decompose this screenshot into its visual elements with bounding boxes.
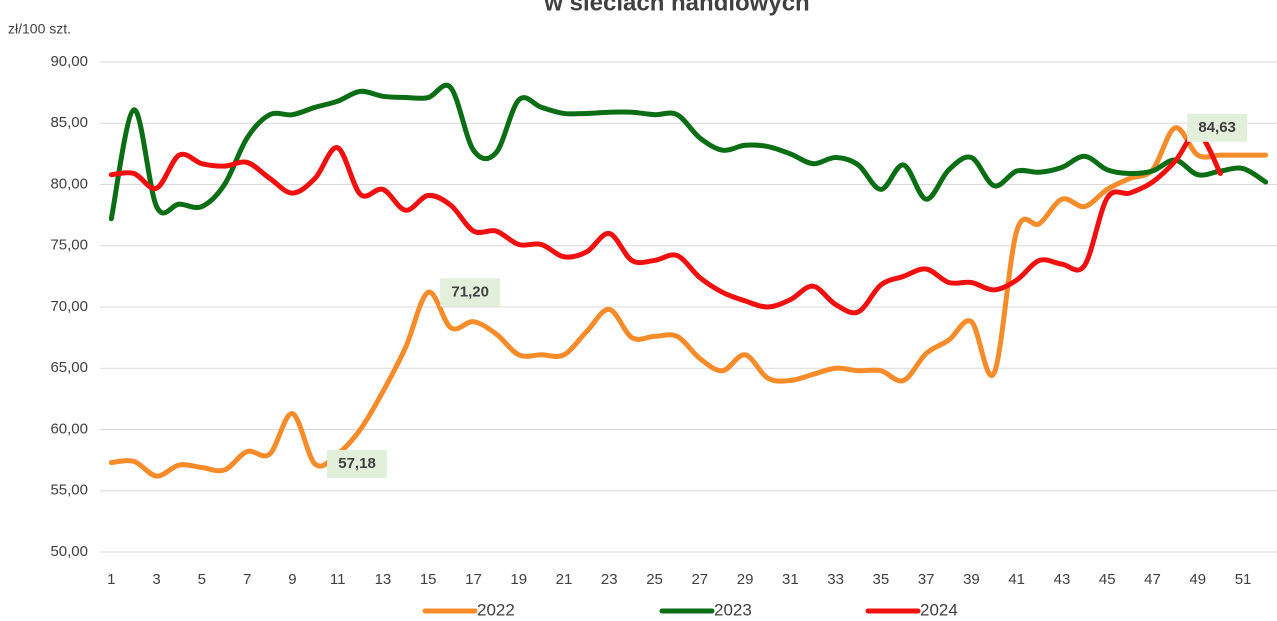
chart-title: w sieciach handlowych [543,0,809,16]
y-tick-label: 65,00 [50,359,88,376]
y-tick-label: 90,00 [50,53,88,70]
x-tick-label: 5 [198,571,206,588]
y-tick-label: 85,00 [50,114,88,131]
y-tick-label: 70,00 [50,298,88,315]
data-label-box [327,450,388,479]
x-tick-label: 21 [556,571,573,588]
series-line [108,82,1269,222]
x-tick-label: 39 [963,571,980,588]
data-label: 84,63 [1198,119,1236,136]
x-tick-label: 1 [107,571,115,588]
series-line [108,125,1269,479]
legend-label: 2024 [920,600,958,619]
y-tick-label: 75,00 [50,237,88,254]
series-line [108,130,1223,316]
data-label-box [440,278,501,307]
x-tick-label: 19 [510,571,527,588]
x-tick-label: 27 [691,571,708,588]
y-tick-label: 60,00 [50,420,88,437]
y-tick-label: 55,00 [50,482,88,499]
x-tick-label: 23 [601,571,618,588]
x-tick-label: 9 [288,571,296,588]
x-tick-label: 47 [1144,571,1161,588]
x-tick-label: 17 [465,571,482,588]
x-tick-label: 29 [737,571,754,588]
x-tick-label: 51 [1235,571,1252,588]
x-tick-label: 11 [330,571,346,588]
x-tick-label: 13 [375,571,392,588]
legend-label: 2022 [477,600,515,619]
x-tick-label: 15 [420,571,437,588]
y-tick-label: 80,00 [50,175,88,192]
x-tick-label: 41 [1008,571,1025,588]
x-tick-label: 3 [152,571,160,588]
legend-label: 2023 [714,600,752,619]
y-axis-label: zł/100 szt. [8,21,71,37]
x-tick-label: 33 [827,571,844,588]
y-tick-label: 50,00 [50,543,88,560]
x-tick-label: 25 [646,571,663,588]
x-tick-label: 37 [918,571,935,588]
data-label: 71,20 [451,283,489,300]
data-label: 57,18 [338,455,376,472]
data-label-box [1187,113,1248,142]
x-tick-label: 45 [1099,571,1116,588]
x-tick-label: 35 [873,571,890,588]
x-tick-label: 7 [243,571,251,588]
x-tick-label: 31 [782,571,799,588]
x-tick-label: 43 [1054,571,1071,588]
x-tick-label: 49 [1189,571,1206,588]
